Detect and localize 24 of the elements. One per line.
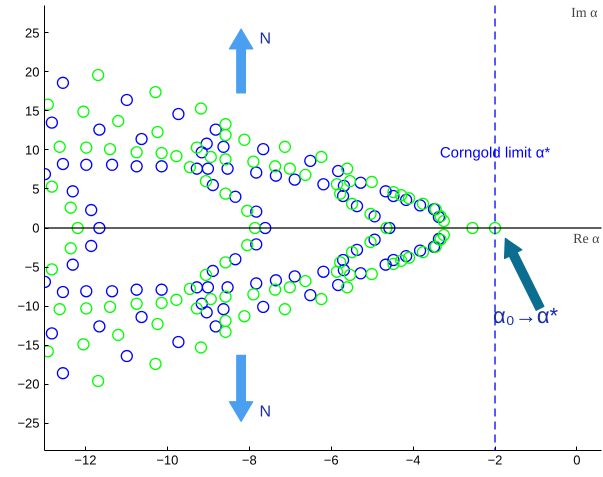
y-tick-label: 5: [32, 181, 40, 196]
y-tick-label: 15: [25, 103, 40, 118]
annotation: N: [260, 404, 272, 421]
y-tick-label: 20: [25, 64, 40, 80]
y-tick-label: −5: [24, 260, 40, 275]
x-tick-label: −6: [324, 452, 339, 468]
y-tick-label: −20: [17, 376, 40, 392]
y-tick-label: −25: [17, 416, 40, 431]
y-tick-label: −15: [17, 338, 40, 353]
y-tick-label: 25: [25, 25, 40, 40]
ref-line-label: Corngold limit α*: [440, 144, 550, 162]
annotation: N: [260, 30, 272, 48]
x-tick-label: −4: [406, 452, 421, 468]
annotation: α₀→α*: [492, 302, 559, 328]
y-axis-title: Im α: [571, 6, 598, 22]
x-tick-label: 0: [573, 452, 581, 468]
y-tick-label: −10: [17, 298, 40, 314]
x-tick-label: −12: [74, 452, 96, 468]
x-tick-label: −8: [242, 452, 257, 468]
y-tick-label: 10: [25, 142, 40, 158]
x-tick-label: −10: [156, 452, 178, 468]
x-axis-title: Re α: [573, 232, 600, 247]
y-tick-label: 0: [32, 220, 40, 236]
x-tick-label: −2: [488, 452, 502, 468]
